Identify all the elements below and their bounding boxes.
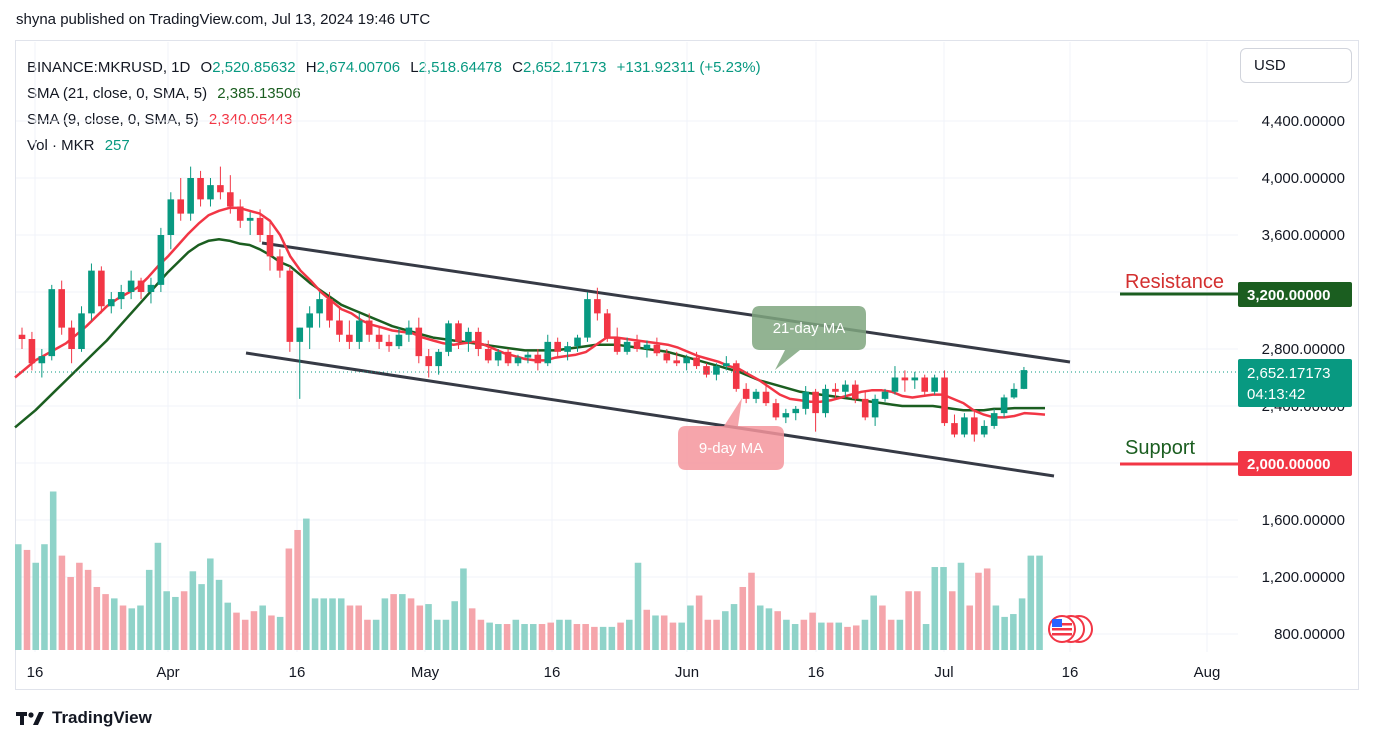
publish-info: shyna published on TradingView.com, Jul … — [16, 11, 431, 28]
close-value: 2,652.17173 — [523, 59, 607, 76]
brand-name: TradingView — [52, 708, 152, 727]
volume-label: Vol · MKR — [27, 137, 95, 154]
high-label: H — [305, 59, 317, 76]
tradingview-footer[interactable]: TradingView — [16, 708, 152, 728]
tradingview-logo-icon — [16, 712, 44, 725]
change-value: +131.92311 (+5.23%) — [616, 59, 761, 76]
currency-button[interactable]: USD — [1240, 48, 1352, 83]
low-label: L — [410, 59, 419, 76]
sma21-label: SMA (21, close, 0, SMA, 5) — [27, 85, 208, 102]
ohlc-row: BINANCE:MKRUSD, 1D O2,520.85632 H2,674.0… — [27, 55, 761, 81]
high-value: 2,674.00706 — [316, 59, 401, 76]
low-value: 2,518.64478 — [418, 59, 502, 76]
open-label: O — [200, 59, 213, 76]
symbol-label: BINANCE:MKRUSD, 1D — [27, 59, 191, 76]
close-label: C — [512, 59, 524, 76]
sma9-row: SMA (9, close, 0, SMA, 5) 2,340.05443 — [27, 107, 761, 133]
open-value: 2,520.85632 — [212, 59, 296, 76]
sma21-value: 2,385.13506 — [217, 85, 301, 102]
volume-row: Vol · MKR 257 — [27, 133, 761, 159]
volume-value: 257 — [104, 137, 130, 154]
sma21-row: SMA (21, close, 0, SMA, 5) 2,385.13506 — [27, 81, 761, 107]
sma9-label: SMA (9, close, 0, SMA, 5) — [27, 111, 199, 128]
chart-legend: BINANCE:MKRUSD, 1D O2,520.85632 H2,674.0… — [27, 55, 761, 159]
sma9-value: 2,340.05443 — [208, 111, 293, 128]
